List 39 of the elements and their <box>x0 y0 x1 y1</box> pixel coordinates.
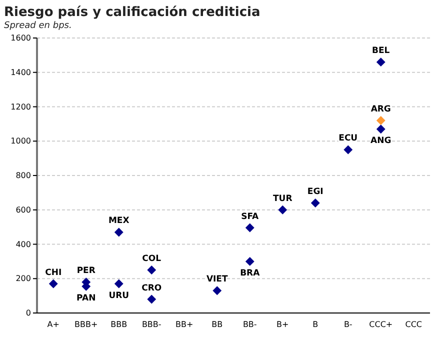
chart-subtitle: Spread en bps. <box>4 21 72 31</box>
annotation: PER <box>76 266 96 276</box>
annotation: TUR <box>273 194 293 204</box>
annotation: CHI <box>45 268 62 278</box>
annotation: PAN <box>76 293 96 304</box>
annotation: URU <box>108 290 130 301</box>
y-tick-label: 1600 <box>10 34 31 43</box>
x-tick-label: BB- <box>242 320 257 329</box>
y-tick-label: 1200 <box>10 102 31 112</box>
x-tick-label: BBB- <box>142 320 162 329</box>
annotation: EGI <box>307 187 324 197</box>
annotation: CRO <box>142 283 162 294</box>
annotation: ARG <box>370 104 391 114</box>
annotation: BEL <box>372 46 390 56</box>
annotation: VIET <box>206 274 228 285</box>
annotation: ANG <box>370 136 392 146</box>
annotation: ECU <box>338 134 358 144</box>
annotation: MEX <box>108 216 130 226</box>
x-tick-label: CCC+ <box>369 320 393 329</box>
y-tick-label: 1400 <box>10 68 31 77</box>
annotation: BRA <box>240 268 260 278</box>
y-tick-label: 0 <box>26 308 31 318</box>
y-tick-label: 200 <box>16 274 31 284</box>
x-tick-label: BBB+ <box>74 320 98 329</box>
x-tick-label: B+ <box>276 320 289 329</box>
x-tick-label: CCC <box>405 320 422 329</box>
annotation: COL <box>142 254 162 264</box>
x-tick-label: B <box>312 320 318 329</box>
chart-title: Riesgo país y calificación crediticia <box>4 5 260 20</box>
y-tick-label: 400 <box>16 240 31 249</box>
y-tick-label: 800 <box>16 171 31 180</box>
y-tick-label: 600 <box>16 205 31 214</box>
x-tick-label: A+ <box>47 320 60 329</box>
y-tick-label: 1000 <box>10 136 31 146</box>
x-tick-label: BB <box>212 320 223 329</box>
x-tick-label: BB+ <box>176 320 194 329</box>
annotation: SFA <box>241 212 260 222</box>
x-tick-label: BBB <box>110 320 128 329</box>
x-tick-label: B- <box>344 320 352 329</box>
